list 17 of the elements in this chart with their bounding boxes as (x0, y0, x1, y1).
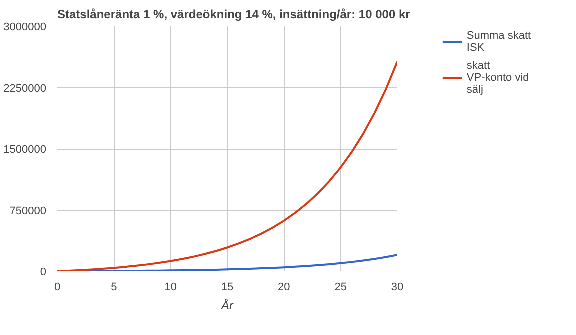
y-tick-label: 1500000 (4, 144, 47, 156)
x-tick-label: 10 (164, 282, 177, 294)
y-tick-label: 0 (40, 266, 47, 278)
y-tick-label: 750000 (10, 205, 47, 218)
x-tick-label: 15 (221, 282, 234, 294)
x-tick-label: 5 (111, 282, 118, 294)
x-axis-title: År (220, 298, 235, 312)
y-tick-label: 2250000 (4, 82, 47, 95)
legend-label: Summa skatt ISK (466, 30, 532, 54)
legend-label: skatt VP-konto vid sälj (466, 60, 530, 96)
y-tick-label: 3000000 (4, 22, 47, 34)
x-tick-label: 20 (278, 282, 290, 294)
chart-title: Statslåneränta 1 %, värdeökning 14 %, insättning/år: 10 000 kr (58, 8, 411, 22)
x-tick-label: 0 (54, 282, 61, 294)
line-series (58, 60, 398, 272)
x-tick-label: 25 (334, 282, 347, 294)
x-tick-label: 30 (391, 282, 404, 294)
